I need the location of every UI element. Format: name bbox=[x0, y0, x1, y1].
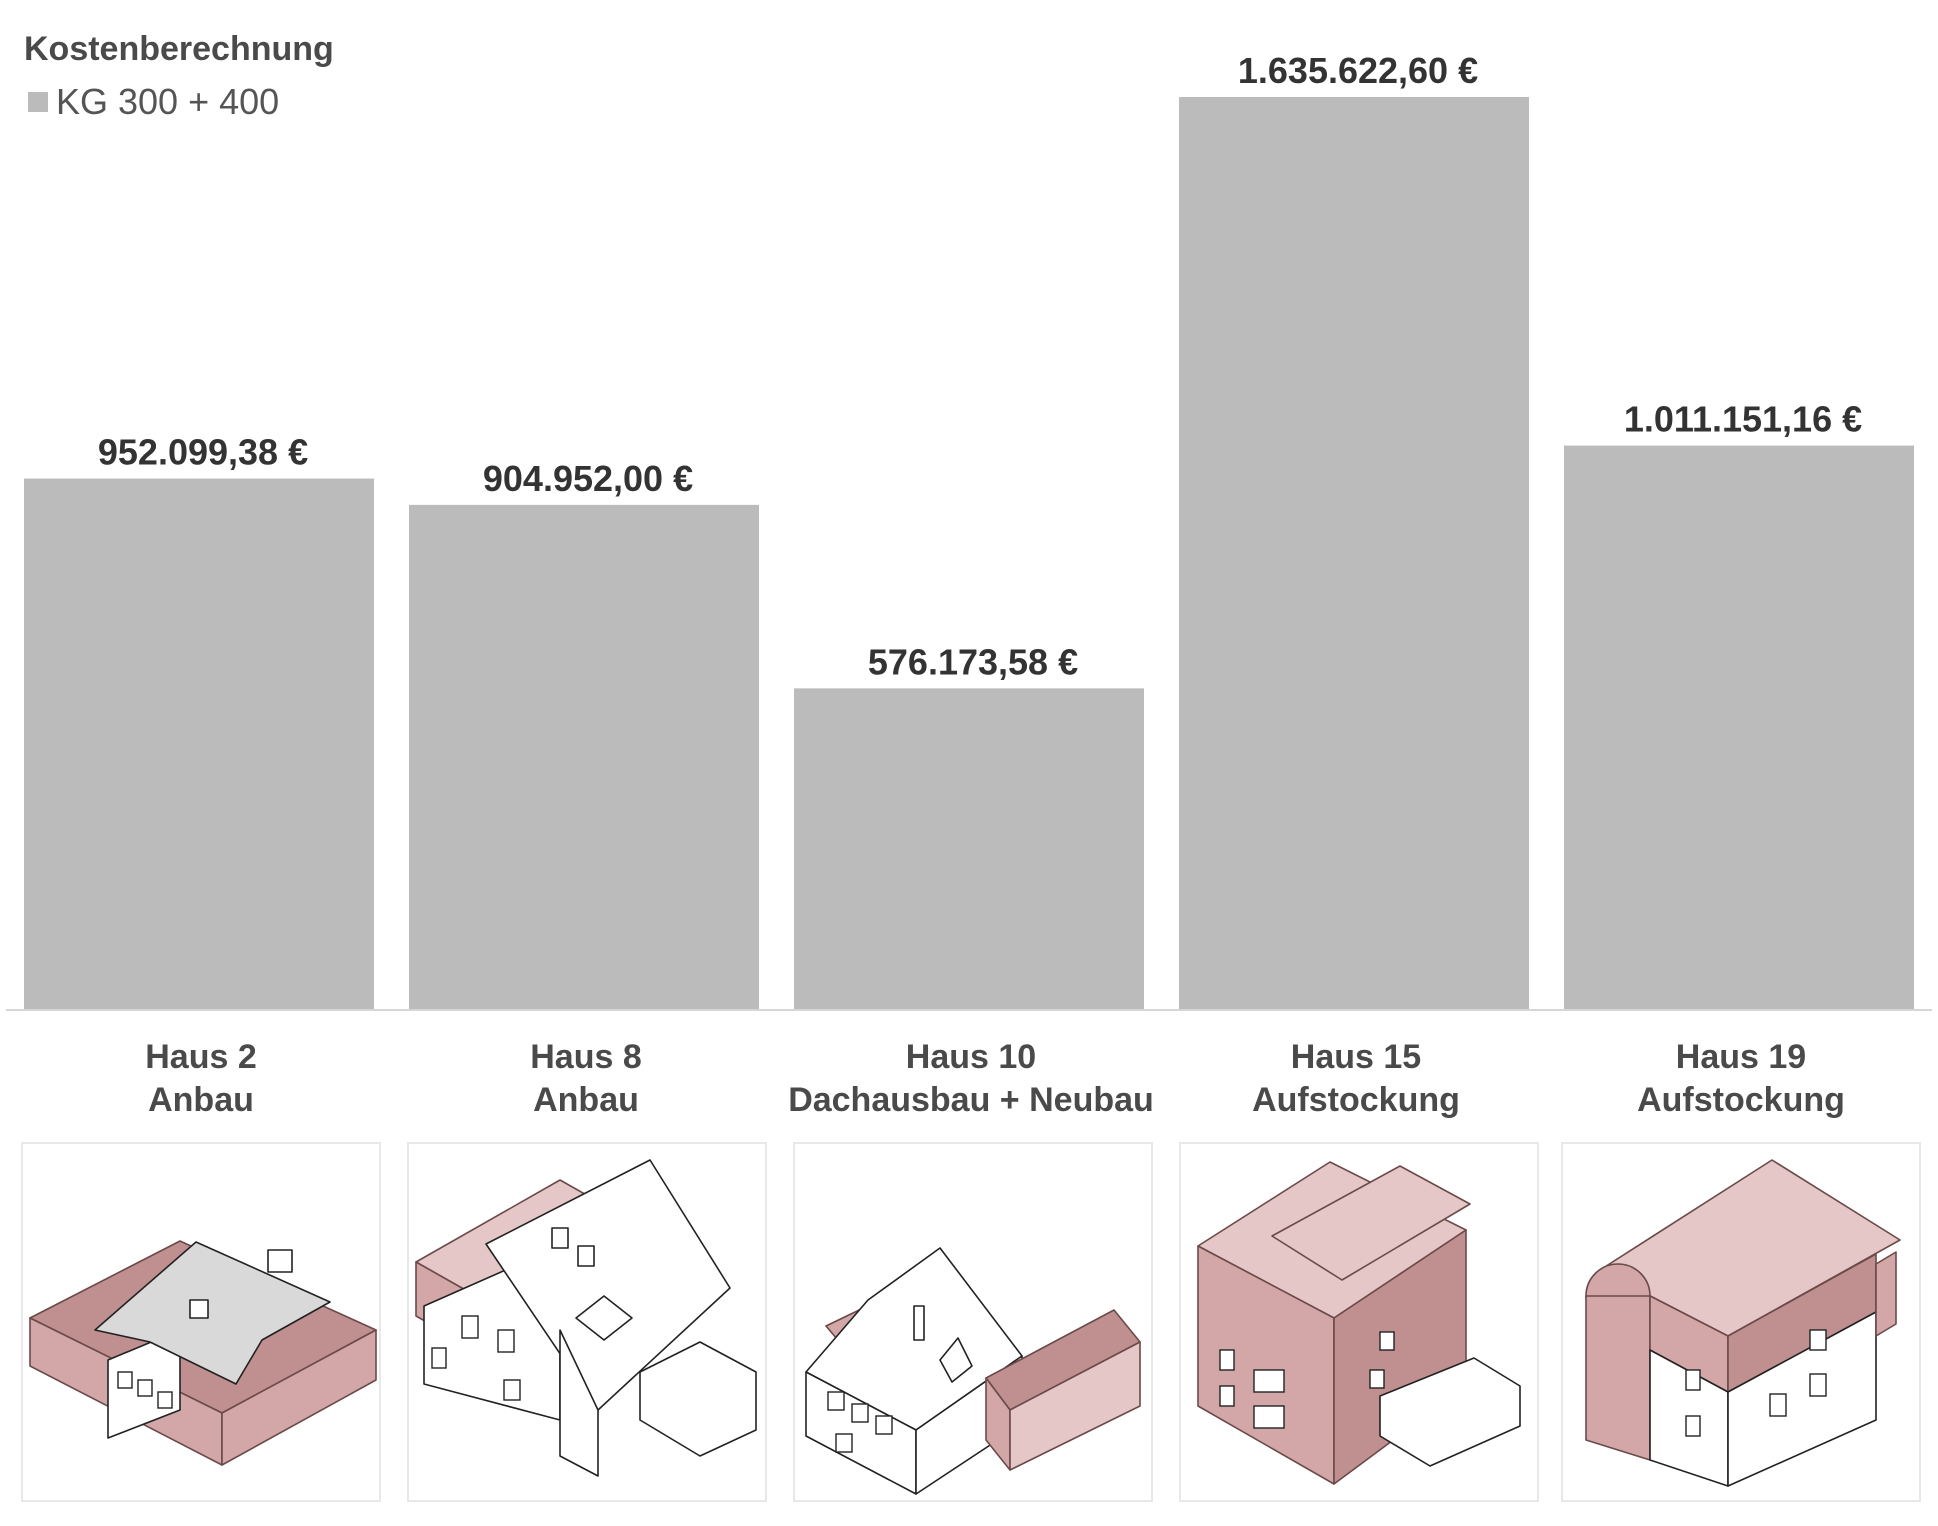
category-label-type: Dachausbau + Neubau bbox=[788, 1081, 1154, 1119]
bar-haus-10 bbox=[794, 688, 1144, 1010]
legend-label: KG 300 + 400 bbox=[56, 81, 279, 122]
haus-10-axonometric-drawing bbox=[793, 1142, 1153, 1502]
category-label-type: Aufstockung bbox=[1252, 1081, 1460, 1119]
category-label-name: Haus 8 bbox=[530, 1038, 642, 1076]
category-labels-group: Haus 2 Anbau Haus 8 Anbau Haus 10 Dachausbau … bbox=[145, 1038, 1845, 1119]
bar-haus-2 bbox=[24, 478, 374, 1010]
haus-19-axonometric-drawing bbox=[1561, 1142, 1921, 1502]
value-label: 952.099,38 € bbox=[98, 432, 308, 473]
bar-haus-15 bbox=[1179, 97, 1529, 1010]
category-label-type: Anbau bbox=[533, 1081, 639, 1119]
value-label: 576.173,58 € bbox=[868, 641, 1078, 682]
bar-haus-8 bbox=[409, 504, 759, 1010]
bar-haus-19 bbox=[1564, 445, 1914, 1010]
bars-group bbox=[24, 97, 1914, 1010]
category-label-type: Anbau bbox=[148, 1081, 254, 1119]
value-label: 904.952,00 € bbox=[483, 458, 693, 499]
legend-swatch bbox=[28, 92, 48, 112]
category-label-name: Haus 10 bbox=[906, 1038, 1036, 1076]
category-label-name: Haus 15 bbox=[1291, 1038, 1421, 1076]
haus-8-axonometric-drawing bbox=[407, 1142, 767, 1502]
chart-title: Kostenberechnung bbox=[24, 30, 334, 68]
category-label-type: Aufstockung bbox=[1637, 1081, 1845, 1119]
value-label: 1.011.151,16 € bbox=[1624, 399, 1862, 440]
haus-2-axonometric-drawing bbox=[21, 1142, 381, 1502]
haus-15-axonometric-drawing bbox=[1179, 1142, 1539, 1502]
value-label: 1.635.622,60 € bbox=[1238, 50, 1478, 91]
category-label-name: Haus 2 bbox=[145, 1038, 257, 1076]
category-label-name: Haus 19 bbox=[1676, 1038, 1806, 1076]
value-labels-group: 952.099,38 € 904.952,00 € 576.173,58 € 1.63… bbox=[98, 50, 1862, 682]
